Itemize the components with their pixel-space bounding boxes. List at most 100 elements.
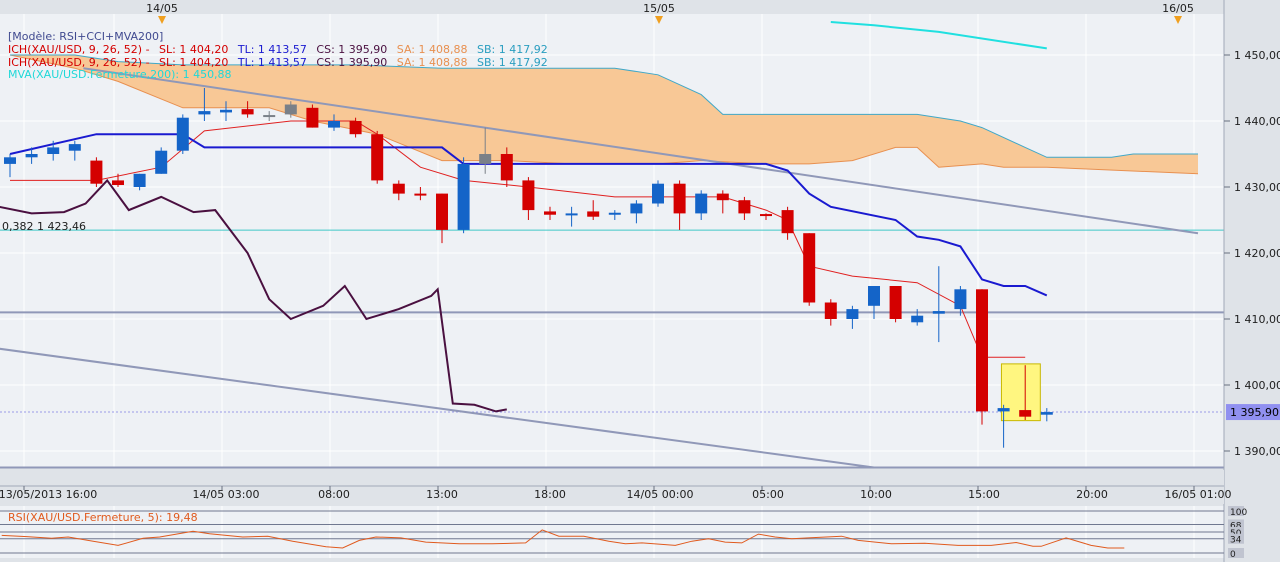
time-label-9: 20:00 [1076,488,1108,501]
rsi-legend: RSI(XAU/USD.Fermeture, 5): 19,48 [8,511,204,524]
candle-body-7 [155,150,168,174]
fib-label-text: 0,382 1 423,46 [2,220,86,233]
rsi-line [1,529,1125,549]
tenkan-line [10,120,1026,358]
price-tick-label-3: 1 420,00 [1234,247,1280,260]
candle-body-44 [954,289,967,310]
rsi-level-tag-bg-3 [1228,533,1244,544]
legend-mva: MVA(XAU/USD.Fermeture,200): 1 450,88 [8,68,238,81]
candle-body-1 [25,154,38,158]
time-label-5: 14/05 00:00 [627,488,694,501]
price-tick-label-4: 1 430,00 [1234,181,1280,194]
rsi-level-label-1: 68 [1230,521,1242,531]
legend-ichimoku-2: ICH(XAU/USD, 9, 26, 52) - SL: 1 404,20 T… [8,56,554,69]
candle-body-20 [436,193,448,230]
rsi-level-tag-bg-2 [1228,527,1244,537]
candle-body-13 [284,104,297,115]
rsi-legend-text: RSI(XAU/USD.Fermeture, 5): 19,48 [8,511,198,524]
price-tick-label-2: 1 410,00 [1234,313,1280,326]
time-label-2: 08:00 [318,488,350,501]
rsi-level-tag-bg-4 [1228,548,1244,558]
price-axis-bg [1224,0,1280,562]
candle-body-25 [544,211,556,215]
candle-body-14 [306,107,319,128]
date-marker-arrow-1 [655,16,663,24]
candle-body-46 [997,408,1010,412]
candle-body-22 [479,154,492,164]
rsi-level-tag-bg-0 [1228,506,1244,516]
candle-body-47 [1019,410,1032,417]
candle-body-17 [371,134,384,181]
candle-body-48 [1040,412,1053,415]
legend-ich1-cs: CS: 1 395,90 [316,43,388,56]
time-label-7: 10:00 [860,488,892,501]
candle-body-30 [652,183,664,204]
time-label-3: 13:00 [426,488,458,501]
candle-body-36 [781,210,794,234]
candle-body-35 [760,214,772,217]
legend-ich2-sa: SA: 1 408,88 [396,56,468,69]
candle-body-32 [695,193,708,214]
fib-label: 0,382 1 423,46 [2,220,92,233]
candle-body-2 [47,147,60,154]
price-tag-bg [1226,404,1280,421]
trendline-low [0,347,875,469]
legend-model: [Modèle: RSI+CCI+MVA200] [8,30,169,43]
rsi-level-tag-bg-1 [1228,519,1244,530]
candle-body-45 [976,289,988,412]
candle-body-38 [824,302,837,319]
candle-body-4 [90,160,103,184]
time-label-8: 15:00 [968,488,1000,501]
date-marker-0: 14/05 [146,2,178,15]
candle-body-19 [414,193,427,196]
senkou-b-line [10,54,1198,158]
ma200-line [830,21,1047,50]
date-marker-2: 16/05 [1162,2,1194,15]
candle-body-11 [241,109,254,115]
candle-body-15 [328,121,340,128]
time-label-4: 18:00 [534,488,566,501]
candle-body-24 [522,180,535,211]
legend-ich2-sl: SL: 1 404,20 [159,56,229,69]
candle-body-3 [68,144,81,151]
candle-body-41 [889,286,902,319]
candles [4,88,1053,448]
candle-body-6 [133,173,146,187]
legend-mva-text: MVA(XAU/USD.Fermeture,200): 1 450,88 [8,68,232,81]
candle-body-23 [500,154,513,181]
time-axis-bg [0,470,1224,504]
legend-model-text: [Modèle: RSI+CCI+MVA200] [8,30,164,43]
legend-ich2-sb: SB: 1 417,92 [476,56,548,69]
candle-body-31 [673,183,686,214]
candle-body-5 [112,180,124,186]
legend-ich2-name: ICH(XAU/USD, 9, 26, 52) - [8,56,150,69]
chikou-line [0,178,507,413]
price-tick-label-0: 1 390,00 [1234,445,1280,458]
candle-body-10 [220,109,232,113]
time-label-1: 14/05 03:00 [193,488,260,501]
candle-body-33 [716,193,729,201]
rsi-series: 1006850340 [0,506,1247,560]
rsi-level-label-0: 100 [1230,508,1247,518]
candle-body-16 [349,121,362,135]
cloud-fill [10,55,1198,174]
legend-ich2-tl: TL: 1 413,57 [237,56,307,69]
date-marker-arrow-0 [158,16,166,24]
legend-ich1-sb: SB: 1 417,92 [476,43,548,56]
candle-body-40 [868,286,880,306]
price-tick-label-1: 1 400,00 [1234,379,1280,392]
candle-body-37 [803,233,816,303]
candle-body-43 [932,311,945,314]
candle-body-8 [176,117,189,151]
candle-body-12 [263,115,276,118]
rsi-level-label-4: 0 [1230,550,1236,560]
price-tick-label-6: 1 450,00 [1234,49,1280,62]
candle-body-29 [630,203,643,214]
candle-body-42 [911,315,924,323]
rsi-level-label-3: 34 [1230,536,1242,546]
trendline-down [83,67,1199,235]
legend-ich2-cs: CS: 1 395,90 [316,56,388,69]
